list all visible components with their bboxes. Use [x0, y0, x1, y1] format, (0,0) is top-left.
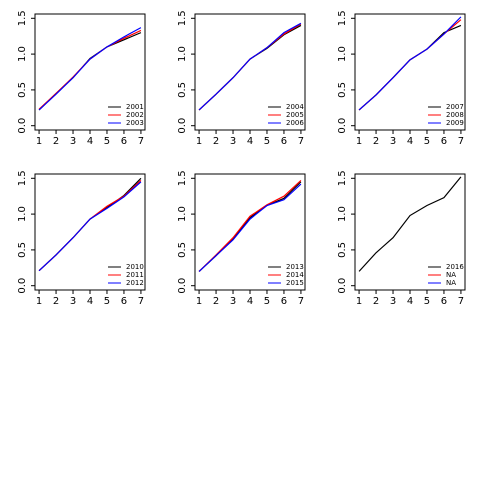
- legend-label: NA: [446, 271, 456, 279]
- x-tick-label: 3: [390, 296, 396, 307]
- x-tick-label: 7: [298, 136, 304, 147]
- x-tick-label: 6: [441, 296, 447, 307]
- y-tick-label: 1.5: [337, 10, 348, 26]
- legend-label: 2003: [126, 119, 144, 127]
- x-tick-label: 6: [281, 296, 287, 307]
- legend-label: 2012: [126, 279, 144, 287]
- legend-label: 2010: [126, 263, 144, 271]
- y-tick-label: 0.0: [17, 278, 28, 294]
- legend-label: 2002: [126, 111, 144, 119]
- x-tick-label: 6: [121, 136, 127, 147]
- x-tick-label: 5: [264, 296, 270, 307]
- series-line: [38, 32, 142, 111]
- y-tick-label: 0.0: [337, 278, 348, 294]
- legend-label: 2007: [446, 103, 464, 111]
- x-tick-label: 2: [213, 136, 219, 147]
- y-tick-label: 1.5: [177, 170, 188, 186]
- series-line: [38, 27, 142, 111]
- x-tick-label: 4: [247, 296, 253, 307]
- x-tick-label: 1: [356, 136, 362, 147]
- series-line: [198, 24, 302, 111]
- x-tick-label: 6: [441, 136, 447, 147]
- y-tick-label: 0.0: [177, 278, 188, 294]
- series-line: [358, 24, 462, 111]
- legend-label: NA: [446, 279, 456, 287]
- legend-label: 2001: [126, 103, 144, 111]
- x-tick-label: 3: [230, 136, 236, 147]
- x-tick-label: 1: [196, 136, 202, 147]
- y-tick-label: 0.0: [177, 118, 188, 134]
- x-tick-label: 4: [407, 296, 413, 307]
- y-tick-label: 1.0: [337, 46, 348, 62]
- legend-label: 2006: [286, 119, 304, 127]
- series-line: [198, 23, 302, 111]
- y-tick-label: 0.5: [17, 82, 28, 98]
- x-tick-label: 2: [373, 136, 379, 147]
- y-tick-label: 0.0: [17, 118, 28, 134]
- series-line: [38, 181, 142, 272]
- x-tick-label: 1: [36, 296, 42, 307]
- y-tick-label: 1.0: [177, 46, 188, 62]
- x-tick-label: 4: [247, 136, 253, 147]
- x-tick-label: 3: [390, 136, 396, 147]
- legend-label: 2014: [286, 271, 304, 279]
- x-tick-label: 4: [407, 136, 413, 147]
- y-tick-label: 0.5: [337, 242, 348, 258]
- legend-label: 2011: [126, 271, 144, 279]
- y-tick-label: 1.0: [177, 206, 188, 222]
- y-tick-label: 1.5: [337, 170, 348, 186]
- x-tick-label: 7: [458, 296, 464, 307]
- y-tick-label: 1.5: [17, 170, 28, 186]
- y-tick-label: 0.0: [337, 118, 348, 134]
- legend-label: 2009: [446, 119, 464, 127]
- x-tick-label: 7: [298, 296, 304, 307]
- y-tick-label: 0.5: [177, 242, 188, 258]
- x-tick-label: 5: [424, 296, 430, 307]
- x-tick-label: 5: [424, 136, 430, 147]
- x-tick-label: 5: [264, 136, 270, 147]
- x-tick-label: 2: [53, 136, 59, 147]
- x-tick-label: 7: [138, 296, 144, 307]
- legend-label: 2008: [446, 111, 464, 119]
- legend-label: 2016: [446, 263, 464, 271]
- series-line: [358, 176, 462, 272]
- y-tick-label: 1.0: [17, 46, 28, 62]
- x-tick-label: 1: [196, 296, 202, 307]
- series-line: [38, 29, 142, 110]
- x-tick-label: 1: [36, 136, 42, 147]
- legend-label: 2005: [286, 111, 304, 119]
- x-tick-label: 2: [213, 296, 219, 307]
- legend-label: 2004: [286, 103, 304, 111]
- x-tick-label: 4: [87, 136, 93, 147]
- legend-label: 2015: [286, 279, 304, 287]
- x-tick-label: 3: [230, 296, 236, 307]
- legend-label: 2013: [286, 263, 304, 271]
- x-tick-label: 2: [373, 296, 379, 307]
- x-tick-label: 5: [104, 296, 110, 307]
- x-tick-label: 1: [356, 296, 362, 307]
- series-line: [198, 22, 302, 111]
- y-tick-label: 1.0: [17, 206, 28, 222]
- x-tick-label: 3: [70, 296, 76, 307]
- y-tick-label: 1.5: [17, 10, 28, 26]
- y-tick-label: 0.5: [17, 242, 28, 258]
- x-tick-label: 6: [281, 136, 287, 147]
- y-tick-label: 0.5: [337, 82, 348, 98]
- series-line: [358, 16, 462, 111]
- y-tick-label: 1.5: [177, 10, 188, 26]
- x-tick-label: 7: [458, 136, 464, 147]
- x-tick-label: 4: [87, 296, 93, 307]
- x-tick-label: 6: [121, 296, 127, 307]
- series-line: [198, 183, 302, 272]
- x-tick-label: 7: [138, 136, 144, 147]
- x-tick-label: 5: [104, 136, 110, 147]
- y-tick-label: 0.5: [177, 82, 188, 98]
- x-tick-label: 2: [53, 296, 59, 307]
- x-tick-label: 3: [70, 136, 76, 147]
- y-tick-label: 1.0: [337, 206, 348, 222]
